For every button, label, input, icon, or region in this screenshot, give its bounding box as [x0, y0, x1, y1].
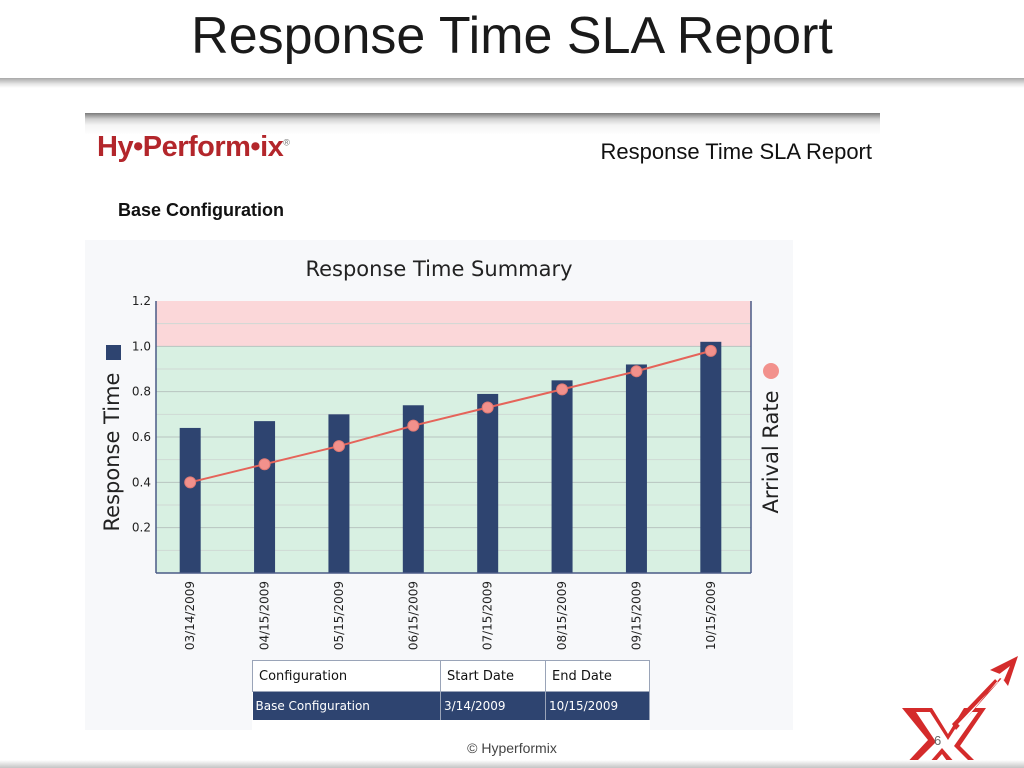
chart-title: Response Time Summary — [305, 257, 572, 281]
column-header-start-date[interactable]: Start Date — [440, 660, 546, 692]
x-tick-label: 07/15/2009 — [481, 581, 495, 650]
y-tick-label: 0.8 — [132, 385, 151, 399]
hyperformix-logo: Hy•Perform•ix® — [97, 131, 290, 164]
logo-text: Hy•Perform•ix — [97, 131, 284, 163]
y-axis-title: Response Time — [100, 372, 124, 532]
bar — [402, 405, 424, 573]
line-point — [556, 383, 569, 396]
line-point — [407, 419, 420, 432]
table-row[interactable]: Base Configuration 3/14/2009 10/15/2009 — [252, 691, 650, 720]
line-point — [630, 365, 643, 378]
line-point — [184, 476, 197, 489]
y-tick-label: 0.2 — [132, 521, 151, 535]
response-time-chart: Response Time Summary 0.2 0.4 0.6 0.8 1.0 1.2… — [132, 257, 752, 650]
chart-panel: Response Time Summary 0.2 0.4 0.6 0.8 1.0 1.2… — [85, 240, 793, 730]
line-point — [332, 440, 345, 453]
line-point — [704, 344, 717, 357]
x-tick-label: 05/15/2009 — [332, 581, 346, 650]
table-header-row: Configuration Start Date End Date — [252, 660, 650, 692]
report-header-title: Response Time SLA Report — [600, 139, 872, 164]
column-header-configuration[interactable]: Configuration — [252, 660, 441, 692]
bar — [700, 341, 722, 573]
line-point — [258, 458, 271, 471]
bar — [477, 393, 499, 573]
page-number: 6 — [934, 733, 942, 748]
cell-end-date: 10/15/2009 — [545, 691, 650, 720]
arrival-rate-line — [189, 349, 712, 484]
footer-bar — [0, 760, 1024, 768]
x-tick-label: 03/14/2009 — [183, 581, 197, 650]
bar — [625, 364, 647, 573]
x-tick-label: 04/15/2009 — [258, 581, 272, 650]
bar — [551, 380, 573, 573]
secondary-axis-title: Arrival Rate — [759, 390, 783, 514]
y-tick-label: 1.0 — [132, 339, 151, 353]
line-legend-swatch — [763, 363, 779, 379]
line-point — [481, 401, 494, 414]
bar — [328, 414, 350, 573]
x-tick-label: 08/15/2009 — [555, 581, 569, 650]
table-empty-row — [252, 720, 650, 740]
bar — [179, 427, 201, 573]
report-header: Hy•Perform•ix® Response Time SLA Report — [85, 113, 880, 171]
y-tick-label: 1.2 — [132, 294, 151, 308]
cell-configuration: Base Configuration — [252, 691, 441, 720]
registered-mark: ® — [283, 137, 290, 148]
y-tick-label: 0.4 — [132, 475, 151, 489]
section-heading: Base Configuration — [118, 200, 285, 220]
cell-start-date: 3/14/2009 — [440, 691, 546, 720]
x-tick-label: 10/15/2009 — [704, 581, 718, 650]
slide-title: Response Time SLA Report — [191, 7, 833, 65]
x-tick-label: 06/15/2009 — [406, 581, 420, 650]
bar — [254, 421, 276, 573]
y-tick-label: 0.6 — [132, 430, 151, 444]
hyperformix-x-arrow-icon — [902, 656, 1018, 768]
column-header-end-date[interactable]: End Date — [545, 660, 650, 692]
x-tick-label: 09/15/2009 — [629, 581, 643, 650]
configuration-table: Configuration Start Date End Date Base C… — [252, 660, 650, 740]
title-divider — [0, 78, 1024, 88]
copyright-text: © Hyperformix — [467, 740, 557, 756]
bar-legend-swatch — [106, 345, 121, 360]
